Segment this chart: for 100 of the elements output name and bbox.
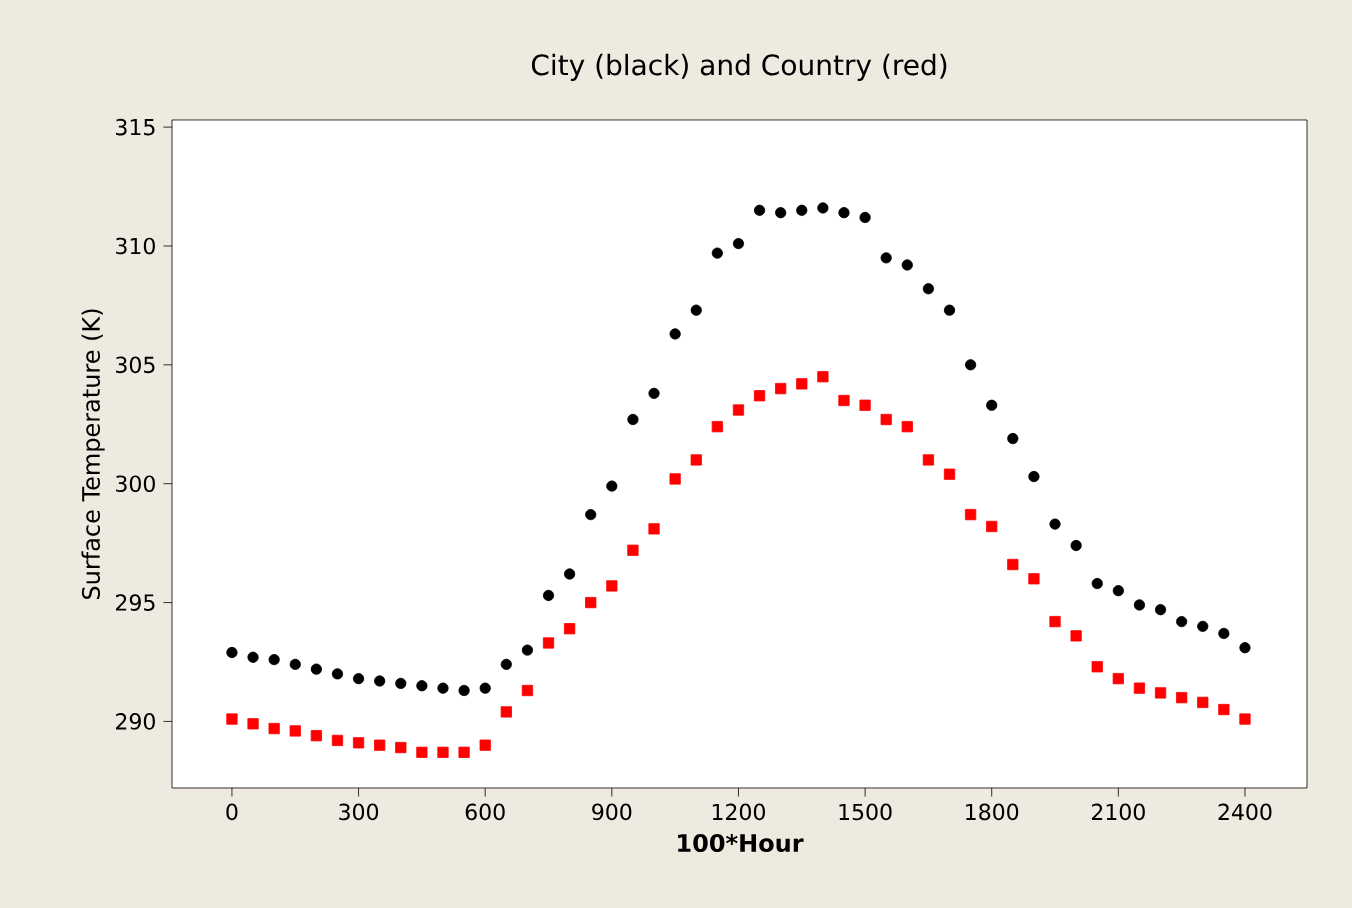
point	[458, 746, 470, 758]
point	[416, 746, 428, 758]
y-tick-label: 305	[116, 356, 155, 374]
point	[922, 454, 934, 466]
x-tick-label: 1800	[966, 803, 1019, 821]
point	[268, 722, 280, 735]
x-axis-title: 100*Hour	[678, 833, 804, 853]
point	[564, 568, 576, 580]
point	[1007, 432, 1019, 445]
point	[986, 399, 998, 411]
point	[1070, 630, 1082, 642]
point	[775, 383, 787, 395]
point	[901, 421, 913, 433]
point	[753, 390, 766, 402]
point	[690, 304, 702, 316]
point	[458, 684, 470, 697]
point	[1197, 620, 1209, 632]
point	[1133, 682, 1146, 694]
y-tick-label: 310	[116, 237, 155, 255]
point	[1218, 627, 1230, 640]
point	[880, 413, 892, 426]
point	[1176, 692, 1188, 704]
point	[880, 252, 892, 264]
point	[1239, 713, 1251, 725]
point	[690, 454, 702, 466]
point	[1154, 604, 1167, 616]
point	[965, 359, 977, 371]
y-axis-title: Surface Temperature (K)	[81, 309, 105, 599]
point	[1007, 558, 1019, 571]
point	[838, 207, 850, 219]
point	[1154, 687, 1167, 699]
point	[268, 654, 280, 666]
point	[606, 480, 618, 492]
point	[331, 734, 344, 747]
point	[627, 413, 639, 426]
point	[310, 730, 322, 742]
point	[289, 725, 301, 737]
point	[1112, 673, 1124, 685]
x-tick-label: 300	[339, 803, 379, 821]
x-tick-label: 1200	[712, 803, 765, 821]
point	[859, 211, 871, 224]
y-tick-label: 300	[116, 475, 155, 493]
point	[732, 404, 745, 416]
point	[521, 684, 534, 697]
point	[711, 247, 723, 259]
point	[753, 204, 766, 216]
point	[1070, 539, 1082, 552]
point	[352, 737, 365, 749]
point	[627, 544, 639, 556]
point	[817, 371, 829, 383]
point	[1091, 661, 1103, 673]
point	[669, 473, 681, 485]
point	[374, 739, 386, 751]
point	[310, 663, 322, 675]
point	[1049, 615, 1061, 628]
point	[1133, 599, 1146, 611]
point	[1176, 615, 1188, 628]
chart-title: City (black) and Country (red)	[531, 53, 947, 81]
point	[521, 644, 534, 656]
point	[374, 675, 386, 687]
point	[1112, 585, 1124, 597]
point	[817, 202, 829, 214]
point	[838, 394, 850, 407]
x-tick-label: 600	[465, 803, 505, 821]
point	[606, 580, 618, 592]
point	[500, 658, 512, 670]
point	[922, 283, 934, 295]
point	[437, 746, 449, 758]
point	[1028, 470, 1040, 483]
point	[775, 207, 787, 219]
x-tick-label: 900	[592, 803, 632, 821]
y-tick-label: 290	[116, 713, 155, 730]
point	[226, 646, 238, 659]
y-tick-label: 295	[116, 594, 155, 611]
point	[479, 739, 491, 751]
point	[796, 204, 808, 216]
point	[1218, 703, 1230, 716]
x-tick-label: 2400	[1218, 803, 1272, 821]
point	[352, 673, 365, 685]
x-tick-label: 2100	[1091, 803, 1145, 821]
point	[585, 596, 597, 609]
point	[416, 680, 428, 692]
point	[943, 304, 956, 316]
x-tick-label: 1500	[839, 803, 892, 821]
point	[585, 509, 597, 521]
point	[648, 523, 660, 535]
point	[289, 658, 301, 670]
point	[500, 706, 512, 718]
point	[1049, 518, 1061, 530]
point	[437, 682, 449, 694]
point	[1197, 696, 1209, 709]
point	[395, 677, 407, 689]
point	[648, 387, 660, 399]
point	[732, 238, 745, 250]
point	[542, 637, 555, 649]
point	[542, 589, 555, 602]
point	[247, 651, 259, 663]
point	[247, 718, 259, 730]
point	[943, 468, 956, 480]
point	[1028, 573, 1040, 585]
